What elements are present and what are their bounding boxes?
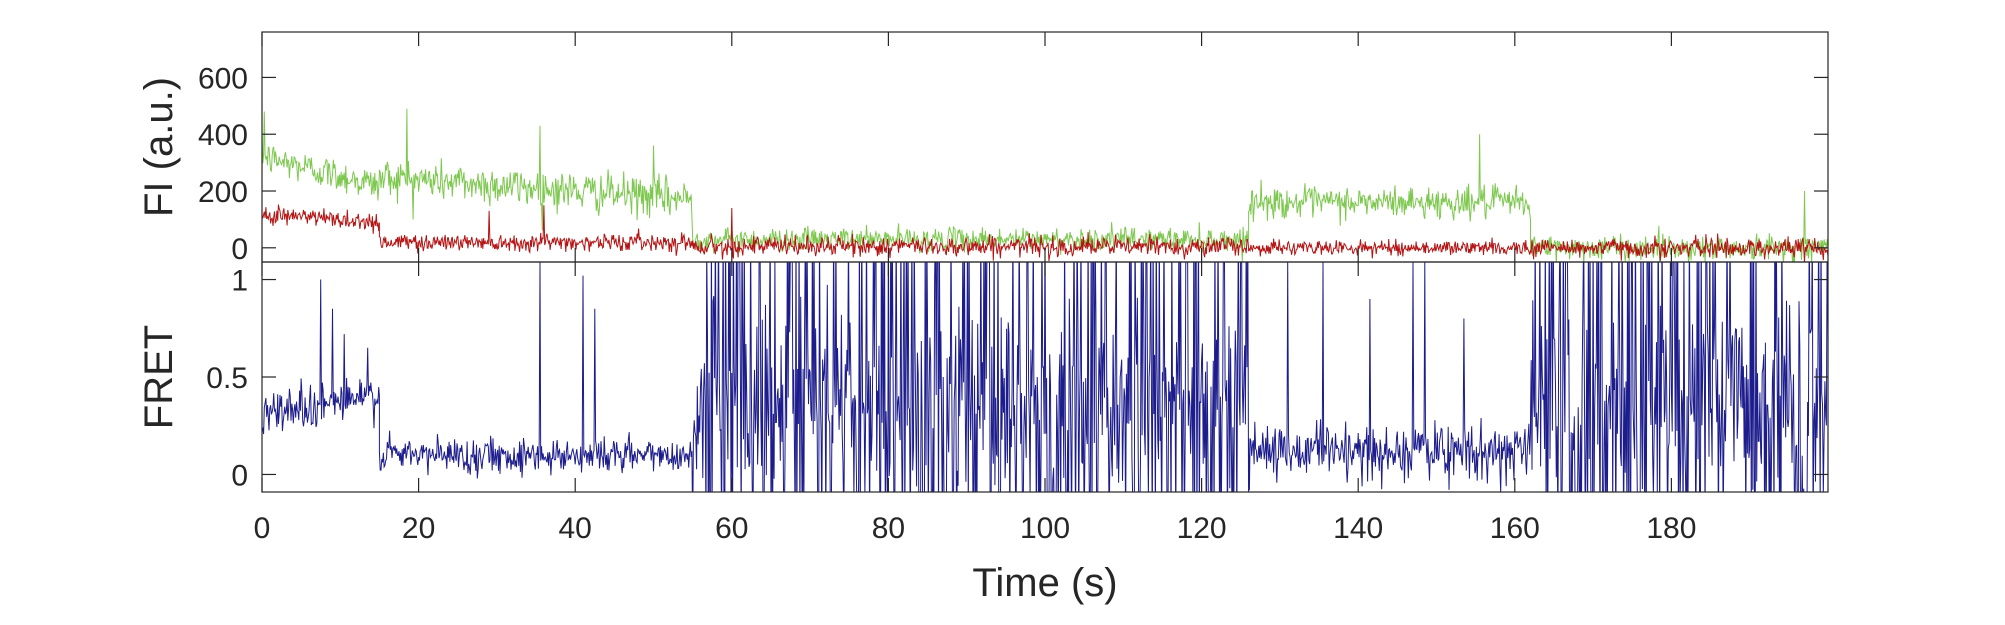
x-tick-label: 120 <box>1177 512 1227 545</box>
x-tick-label: 80 <box>872 512 905 545</box>
y-tick-label: 0 <box>231 233 248 266</box>
x-tick-label: 60 <box>715 512 748 545</box>
y-tick-label: 1 <box>231 265 248 298</box>
x-tick-label: 0 <box>254 512 271 545</box>
y-tick-label: 400 <box>198 119 248 152</box>
x-axis-label: Time (s) <box>972 561 1117 605</box>
fret-efficiency-panel: 0 20 40 60 80 100 120 140 160 180 0 0.5 1 FRET Time (s… <box>137 261 1829 605</box>
x-tick-label: 140 <box>1333 512 1383 545</box>
y-tick-label: 600 <box>198 62 248 95</box>
y-axis-label: FI (a.u.) <box>137 77 181 217</box>
fluorescence-intensity-panel: 0 200 400 600 FI (a.u.) <box>137 31 1829 266</box>
x-tick-label: 160 <box>1490 512 1540 545</box>
y-axis-label: FRET <box>137 325 181 429</box>
series-line-1 <box>262 262 1828 492</box>
plot-area <box>262 108 1828 262</box>
x-tick-label: 20 <box>402 512 435 545</box>
plot-area <box>262 262 1828 492</box>
y-tick-label: 200 <box>198 176 248 209</box>
x-tick-label: 40 <box>559 512 592 545</box>
axes-frame <box>261 31 1829 263</box>
x-tick-label: 100 <box>1020 512 1070 545</box>
x-tick-label: 180 <box>1646 512 1696 545</box>
y-tick-label: 0.5 <box>206 362 248 395</box>
y-tick-label: 0 <box>231 459 248 492</box>
